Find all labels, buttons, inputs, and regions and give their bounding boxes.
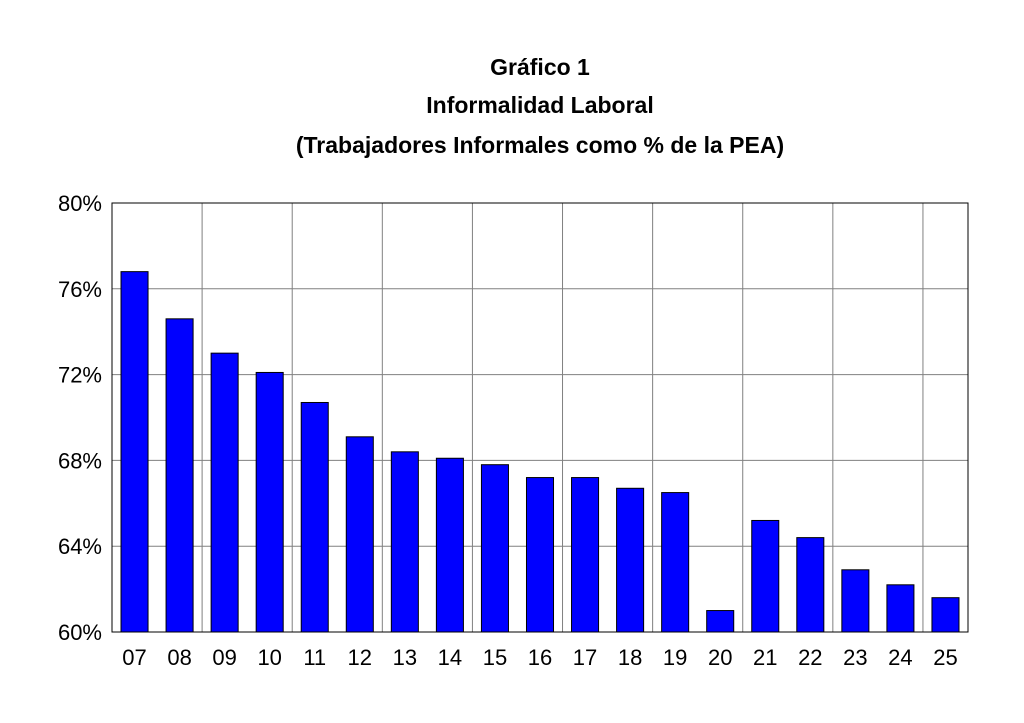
bar-18 (616, 487, 645, 633)
x-tick-label: 25 (933, 645, 957, 670)
plot-frame (111, 202, 969, 633)
x-tick-label: 08 (167, 645, 191, 670)
x-tick-label: 18 (618, 645, 642, 670)
bar-19 (661, 492, 690, 633)
x-tick-label: 12 (348, 645, 372, 670)
bar-10 (255, 371, 284, 633)
bar-21 (751, 519, 780, 633)
x-tick-label: 10 (257, 645, 281, 670)
x-tick-label: 24 (888, 645, 912, 670)
y-tick-label: 60% (58, 620, 102, 645)
x-tick-label: 09 (212, 645, 236, 670)
y-tick-label: 64% (58, 534, 102, 559)
bar-11 (300, 401, 329, 633)
x-tick-label: 16 (528, 645, 552, 670)
bar-15 (480, 464, 509, 633)
chart-subtitle-2: (Trabajadores Informales como % de la PE… (295, 132, 785, 158)
bar-08 (165, 318, 194, 633)
bars (120, 271, 960, 633)
gridlines (112, 202, 968, 633)
x-tick-label: 20 (708, 645, 732, 670)
x-tick-label: 14 (438, 645, 462, 670)
x-tick-label: 21 (753, 645, 777, 670)
x-tick-label: 13 (393, 645, 417, 670)
bar-17 (571, 477, 600, 633)
chart-title: Gráfico 1 (490, 54, 590, 80)
x-tick-label: 22 (798, 645, 822, 670)
x-tick-label: 19 (663, 645, 687, 670)
bar-13 (390, 451, 419, 633)
x-tick-label: 17 (573, 645, 597, 670)
bar-09 (210, 352, 239, 633)
bar-22 (796, 537, 825, 633)
bar-07 (120, 271, 149, 633)
bar-25 (931, 597, 960, 633)
bar-12 (345, 436, 374, 633)
y-tick-label: 76% (58, 277, 102, 302)
x-tick-label: 07 (122, 645, 146, 670)
bar-14 (435, 457, 464, 633)
y-tick-labels: 60% 64% 68% 72% 76% 80% (58, 191, 102, 645)
x-tick-labels: 07 08 09 10 11 12 13 14 15 16 17 18 19 20 21 22 23 24 25 (122, 645, 957, 670)
y-tick-label: 72% (58, 363, 102, 388)
y-tick-label: 80% (58, 191, 102, 216)
x-tick-label: 23 (843, 645, 867, 670)
chart-subtitle: Informalidad Laboral (426, 92, 654, 118)
bar-20 (706, 610, 735, 633)
x-tick-label: 11 (303, 645, 326, 670)
bar-23 (841, 569, 870, 633)
bar-16 (525, 477, 555, 633)
x-tick-label: 15 (483, 645, 507, 670)
bar-24 (886, 584, 915, 633)
y-tick-label: 68% (58, 448, 102, 473)
